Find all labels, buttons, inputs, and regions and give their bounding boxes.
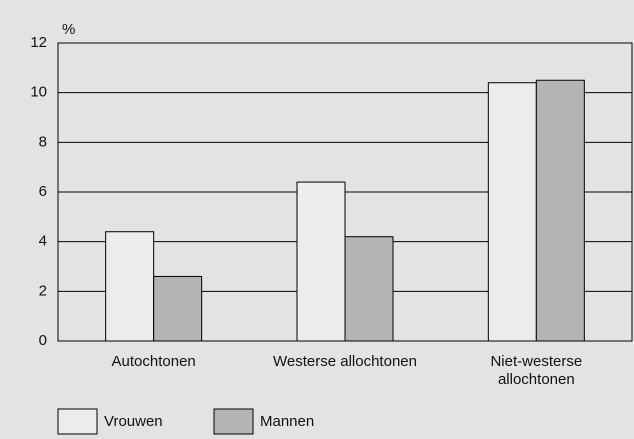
bar — [487, 82, 537, 342]
legend-label: Vrouwen — [104, 413, 163, 430]
legend-label: Mannen — [260, 413, 314, 430]
bar — [105, 231, 155, 342]
bar — [296, 181, 346, 342]
legend-swatch — [213, 408, 254, 435]
y-tick-label: 8 — [39, 133, 47, 150]
y-axis-label: % — [62, 21, 75, 38]
bar — [344, 236, 394, 342]
x-tick-label: Westerse allochtonen — [273, 353, 417, 370]
bar — [153, 275, 203, 342]
bar — [535, 79, 585, 342]
y-tick-label: 12 — [30, 34, 47, 51]
y-tick-label: 2 — [39, 282, 47, 299]
legend-swatch — [57, 408, 98, 435]
x-tick-label: Autochtonen — [111, 353, 196, 370]
y-tick-label: 10 — [30, 84, 47, 101]
x-tick-label: Niet-westerse allochtonen — [490, 353, 583, 388]
y-tick-label: 6 — [39, 183, 47, 200]
y-tick-label: 0 — [39, 332, 47, 349]
y-tick-label: 4 — [39, 233, 47, 250]
